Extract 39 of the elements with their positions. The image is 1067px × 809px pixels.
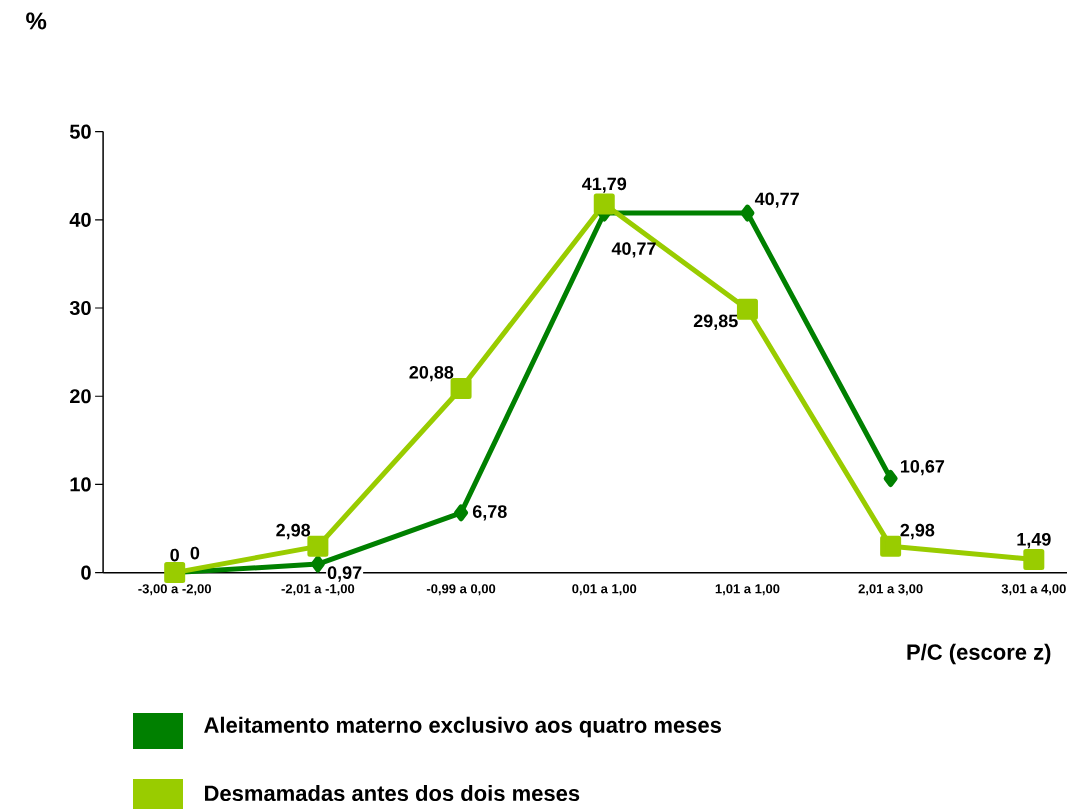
legend-label: Aleitamento materno exclusivo aos quatro meses — [204, 716, 722, 738]
y-tick-label: 10 — [70, 477, 91, 492]
x-tick-label: -2,01 a -1,00 — [281, 584, 355, 596]
x-tick-label: -3,00 a -2,00 — [138, 584, 211, 596]
point — [1023, 548, 1045, 570]
data-label: 10,67 — [900, 459, 945, 476]
y-tick-label: 0 — [81, 565, 91, 580]
data-label: 40,77 — [754, 192, 799, 208]
data-label: 2,98 — [276, 523, 311, 540]
data-label: 0,97 — [327, 566, 362, 582]
data-label: 20,88 — [409, 365, 454, 382]
x-tick-label: 1,01 a 1,00 — [715, 584, 780, 596]
data-label: 41,79 — [582, 177, 627, 193]
y-tick-label: 40 — [69, 212, 91, 227]
data-label: 1,49 — [1017, 532, 1051, 549]
data-label: 0 — [170, 548, 179, 562]
point — [883, 470, 898, 488]
point — [593, 193, 615, 215]
x-tick-label: -0,99 a 0,00 — [426, 584, 496, 596]
y-tick-label: 50 — [69, 124, 91, 139]
point — [310, 555, 325, 573]
data-label: 40,77 — [611, 242, 656, 258]
point — [164, 562, 186, 584]
y-tick-label: 20 — [70, 389, 91, 404]
data-label: 29,85 — [693, 314, 738, 330]
x-tick-label: 3,01 a 4,00 — [1001, 584, 1066, 596]
point — [740, 204, 755, 222]
x-axis-title: P/C (escore z) — [907, 643, 1051, 665]
point — [880, 535, 902, 557]
point — [736, 298, 758, 320]
x-tick-label: 0,01 a 1,00 — [572, 584, 637, 596]
data-label: 0 — [190, 546, 200, 560]
y-axis-title: % — [26, 12, 47, 30]
point — [454, 504, 469, 522]
data-label: 2,98 — [900, 523, 935, 540]
data-label: 6,78 — [472, 505, 507, 521]
y-tick-label: 30 — [69, 300, 91, 316]
legend-label: Desmamadas antes dos dois meses — [205, 784, 580, 802]
x-tick-label: 2,01 a 3,00 — [858, 584, 923, 596]
